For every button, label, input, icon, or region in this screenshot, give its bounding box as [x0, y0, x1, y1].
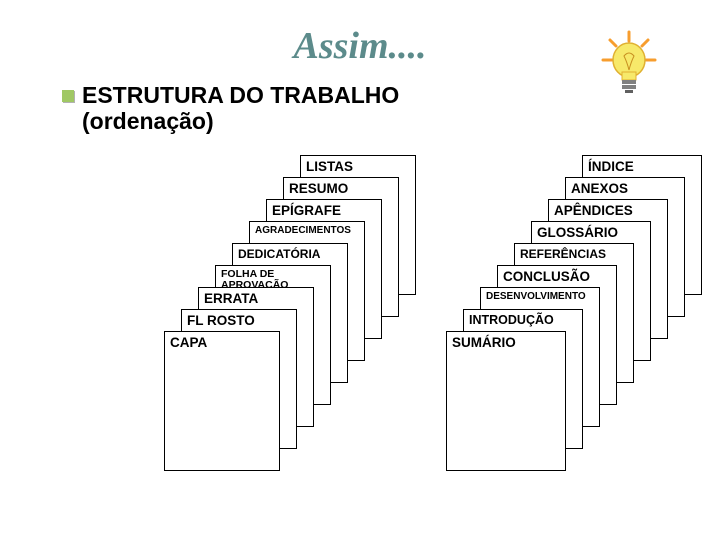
lightbulb-icon [600, 30, 658, 96]
subtitle-line2: (ordenação) [82, 108, 214, 134]
title-bullet [62, 90, 74, 102]
card: SUMÁRIO [446, 331, 566, 471]
card: CAPA [164, 331, 280, 471]
page-subtitle: ESTRUTURA DO TRABALHO (ordenação) [82, 82, 399, 135]
subtitle-line1: ESTRUTURA DO TRABALHO [82, 82, 399, 108]
